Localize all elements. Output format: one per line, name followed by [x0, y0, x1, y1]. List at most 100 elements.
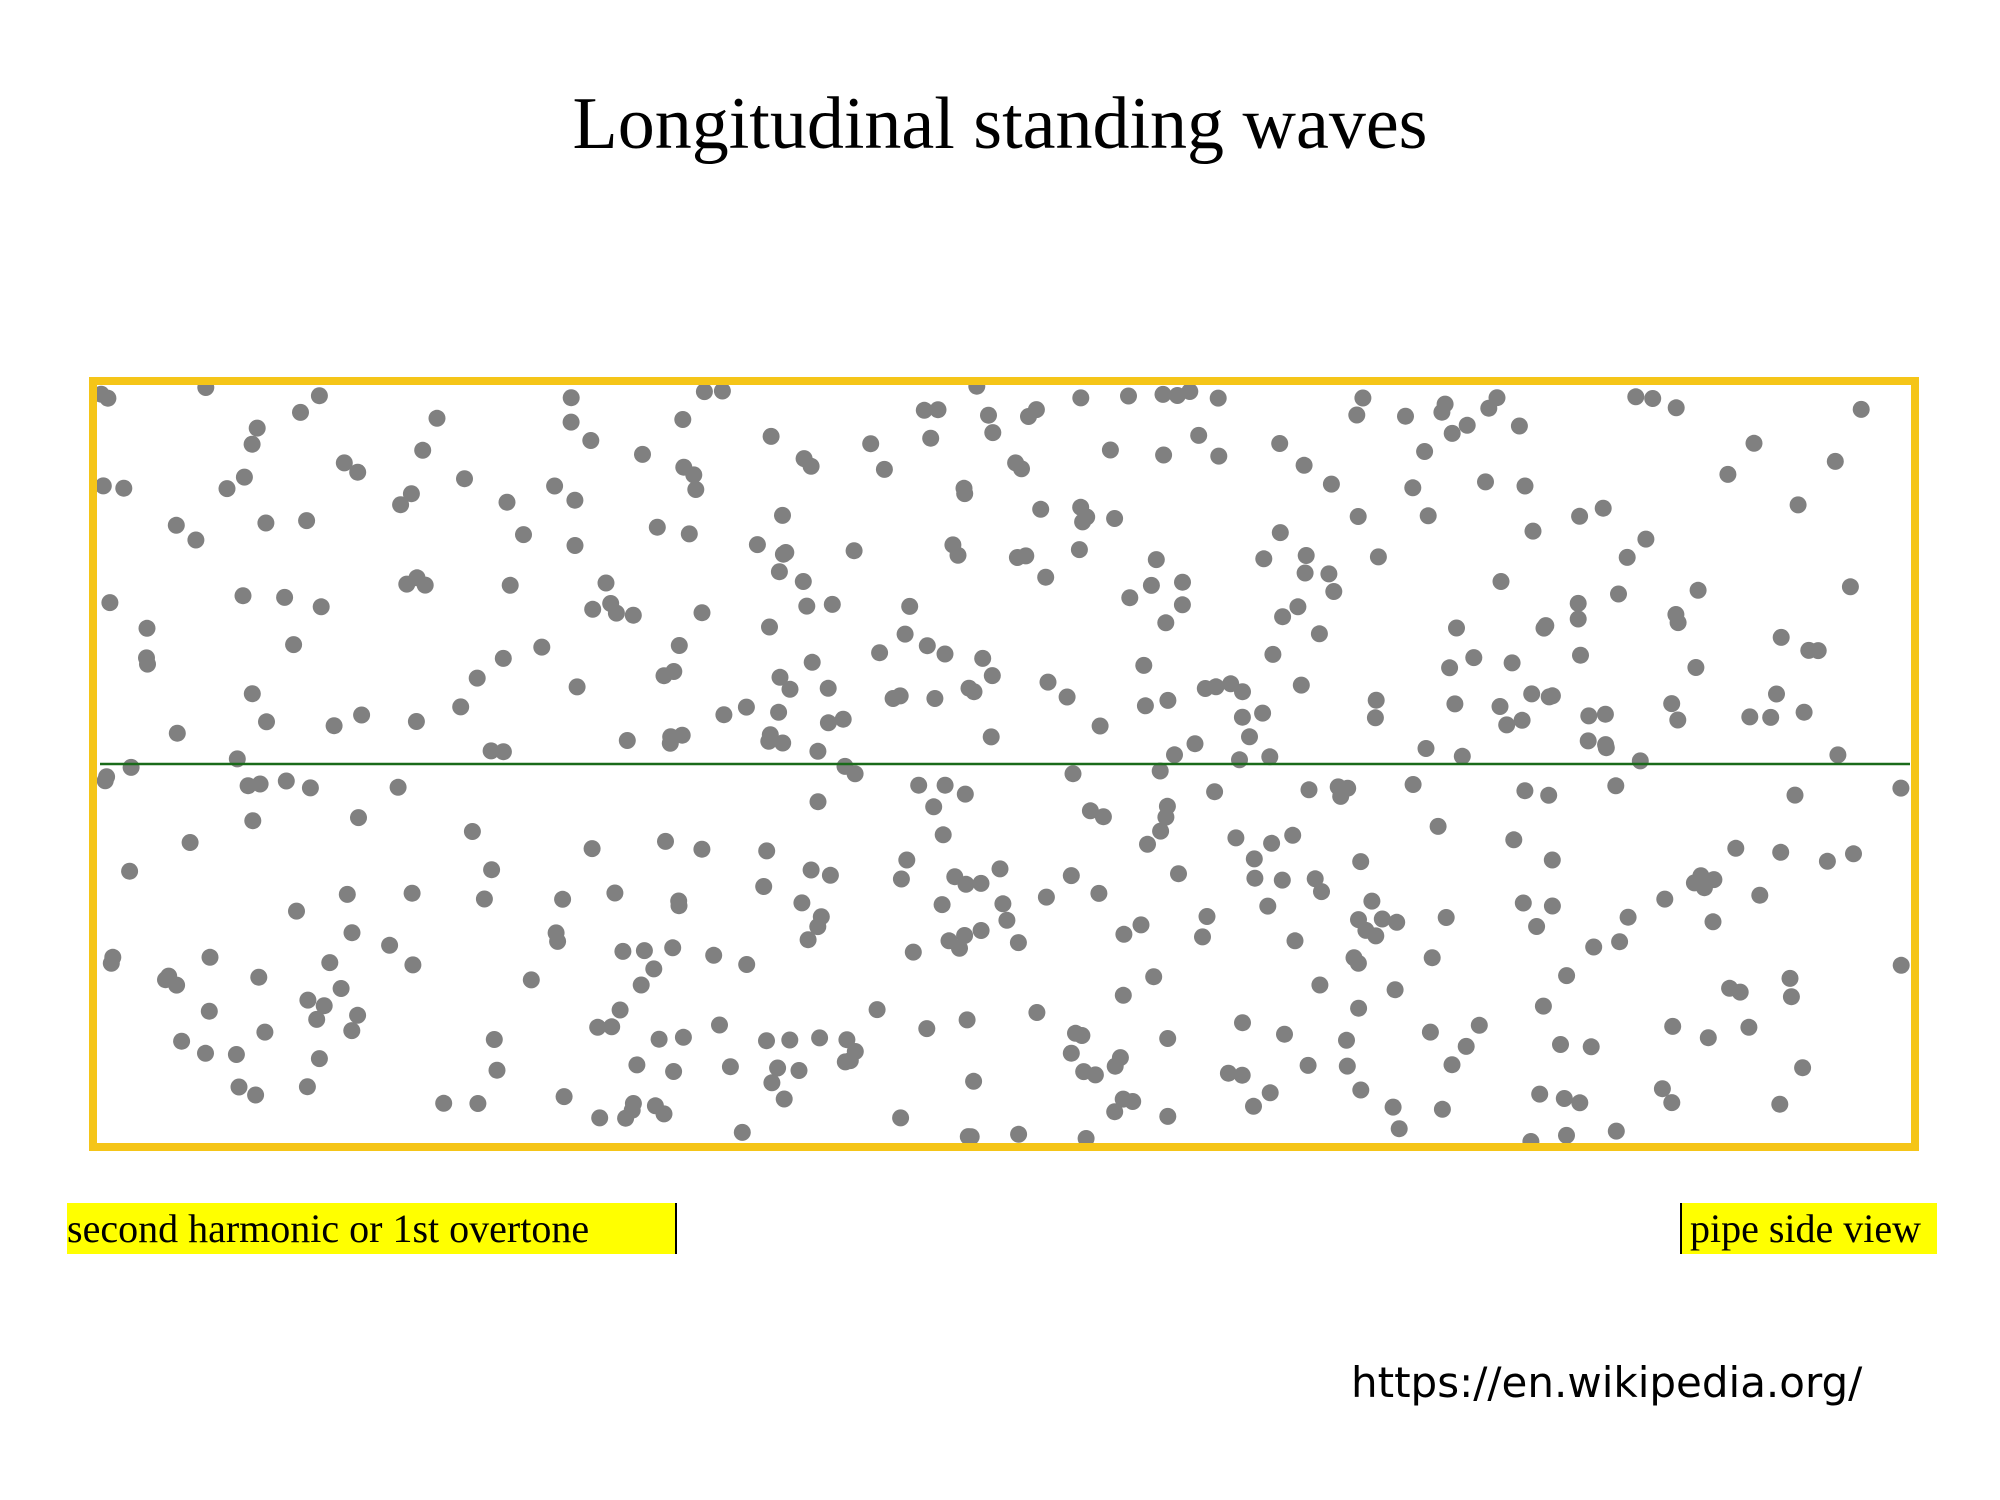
particle — [1190, 426, 1208, 444]
particle — [312, 598, 330, 616]
particle — [310, 387, 328, 405]
particle — [562, 389, 580, 407]
particle — [1320, 565, 1338, 583]
particle — [1227, 829, 1245, 847]
particle — [618, 732, 636, 749]
particle — [1067, 1024, 1084, 1042]
particle — [568, 678, 586, 696]
particle — [298, 512, 316, 530]
particle — [802, 457, 820, 475]
particle — [452, 698, 470, 716]
particle — [705, 946, 723, 964]
particle — [1740, 1018, 1758, 1036]
particle — [1322, 475, 1340, 493]
particle — [1505, 831, 1523, 849]
particle — [1751, 886, 1769, 904]
particle — [1419, 507, 1437, 525]
particle — [1892, 956, 1910, 974]
particle — [933, 896, 951, 914]
particle — [350, 809, 367, 827]
particle — [755, 878, 773, 895]
particle — [1072, 498, 1090, 516]
particle — [1558, 1126, 1575, 1144]
particle — [583, 840, 601, 858]
particle — [1246, 869, 1264, 887]
particle — [1384, 1098, 1402, 1116]
particle — [234, 587, 252, 605]
particle — [1271, 435, 1289, 452]
particle — [896, 625, 914, 643]
particle — [693, 604, 711, 622]
particle — [597, 574, 615, 592]
particle — [1349, 954, 1367, 972]
particle — [1206, 783, 1224, 801]
particle — [998, 911, 1016, 929]
particle — [483, 861, 501, 879]
particle — [1826, 452, 1844, 470]
particle — [655, 667, 673, 685]
particle — [1159, 1107, 1177, 1125]
particle — [1453, 747, 1471, 765]
particle — [343, 1022, 361, 1040]
particle — [1543, 897, 1561, 915]
particle — [1579, 732, 1597, 750]
particle — [733, 1123, 751, 1141]
particle — [1656, 890, 1674, 908]
particle — [1663, 695, 1681, 713]
particle — [645, 960, 663, 978]
particle — [809, 793, 827, 811]
particle — [1795, 703, 1813, 721]
particle — [325, 717, 343, 735]
particle — [758, 842, 776, 860]
particle — [648, 518, 666, 536]
particle — [308, 1010, 326, 1028]
particle — [1781, 969, 1799, 987]
particle — [332, 980, 350, 997]
particle — [628, 1056, 646, 1074]
particle — [138, 619, 156, 637]
particle — [1596, 705, 1614, 723]
particle — [1721, 979, 1739, 997]
particle — [910, 776, 928, 794]
particle — [1261, 748, 1279, 766]
particle — [1572, 646, 1589, 664]
particle — [1020, 408, 1037, 425]
particle — [173, 1032, 191, 1050]
particle — [711, 1016, 728, 1034]
particle — [1404, 479, 1422, 497]
particle — [1488, 389, 1506, 407]
particle — [1032, 500, 1050, 518]
particle — [790, 1062, 808, 1079]
particle — [243, 685, 261, 703]
particle — [485, 1031, 503, 1048]
particle — [1037, 888, 1055, 906]
particle — [1689, 581, 1707, 599]
particle — [566, 491, 584, 509]
particle — [1516, 477, 1534, 495]
particle — [1745, 434, 1763, 452]
particle — [392, 496, 410, 514]
particle — [761, 618, 778, 636]
particle — [1580, 707, 1598, 725]
particle — [230, 1078, 248, 1096]
particle — [1782, 988, 1800, 1006]
particle — [554, 890, 572, 908]
particle — [1571, 1094, 1589, 1112]
particle — [403, 884, 421, 902]
particle — [102, 954, 120, 972]
particle — [972, 922, 990, 939]
particle — [353, 706, 371, 724]
particle — [1173, 596, 1191, 614]
particle — [187, 531, 205, 549]
particle — [247, 1086, 265, 1104]
particle — [983, 667, 1001, 685]
particle — [468, 669, 486, 687]
particle — [972, 874, 990, 892]
particle — [250, 968, 268, 986]
particle — [494, 743, 512, 761]
particle — [1194, 928, 1211, 946]
particle — [1465, 649, 1483, 667]
particle — [1274, 608, 1292, 626]
particle — [650, 1030, 668, 1048]
